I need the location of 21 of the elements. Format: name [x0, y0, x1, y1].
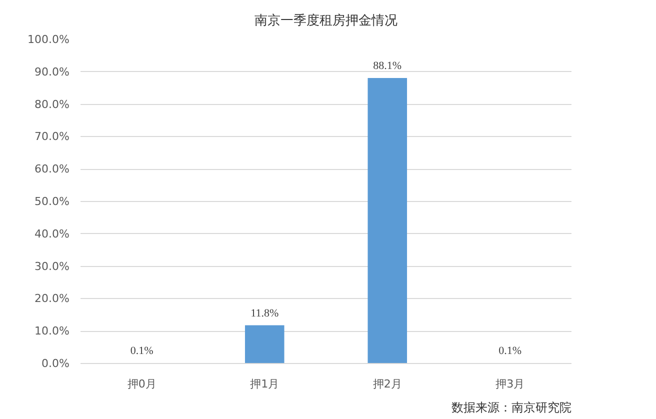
- y-tick-label: 80.0%: [34, 98, 70, 111]
- x-tick-label: 押1月: [250, 378, 280, 390]
- y-tick-label: 100.0%: [28, 33, 70, 46]
- y-tick-label: 70.0%: [34, 130, 70, 144]
- y-tick-label: 50.0%: [34, 195, 70, 208]
- data-label: 0.1%: [130, 345, 154, 358]
- y-tick-label: 40.0%: [34, 227, 70, 240]
- chart-title: 南京一季度租房押金情况: [254, 12, 398, 28]
- x-tick-label: 押3月: [496, 378, 525, 390]
- y-tick-label: 0.0%: [42, 357, 70, 370]
- y-tick-label: 20.0%: [34, 292, 70, 306]
- y-tick-label: 90.0%: [34, 65, 70, 78]
- data-label: 88.1%: [373, 60, 402, 72]
- x-tick-label: 押0月: [127, 378, 156, 390]
- x-tick-label: 押2月: [372, 378, 402, 390]
- data-label: 11.8%: [250, 307, 279, 320]
- y-tick-label: 30.0%: [34, 260, 70, 273]
- data-label: 0.1%: [498, 345, 522, 358]
- y-tick-label: 10.0%: [34, 324, 70, 338]
- source-note: 数据来源：南京研究院: [452, 400, 572, 414]
- y-tick-label: 60.0%: [34, 162, 70, 176]
